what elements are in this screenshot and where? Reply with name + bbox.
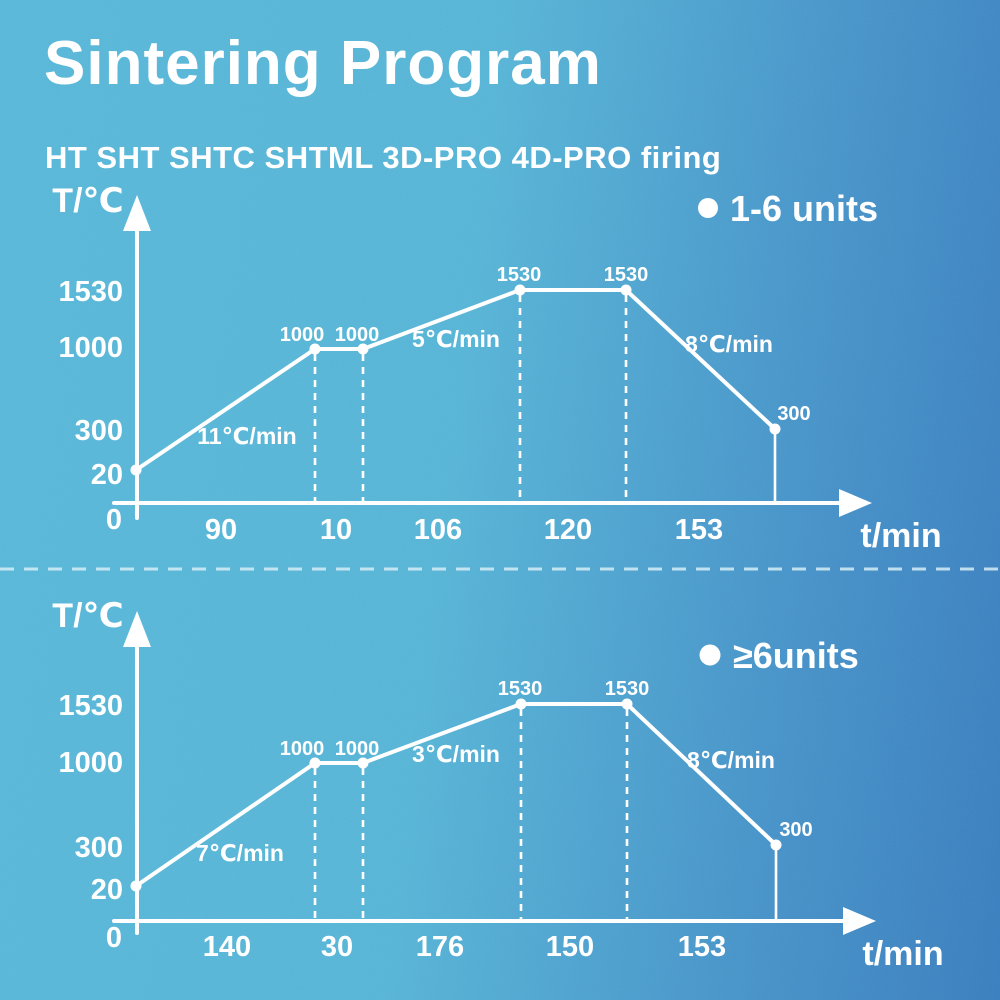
point-label-1530-start: 1530 <box>497 264 542 286</box>
rate-label-cooldown: 8℃/min <box>687 747 775 773</box>
legend-bullet-icon <box>698 198 718 218</box>
point-label-1000-end: 1000 <box>335 738 380 760</box>
legend-1-6-units: 1-6 units <box>698 188 878 229</box>
data-point-1000-end <box>357 757 369 769</box>
legend-bullet-icon <box>699 644 721 666</box>
data-point-20 <box>130 880 142 892</box>
point-label-300: 300 <box>777 403 810 425</box>
x-label-seg2: 30 <box>321 931 353 963</box>
rate-label-heatup-1: 7℃/min <box>196 840 284 866</box>
header: Sintering Program HT SHT SHTC SHTML 3D-P… <box>44 29 721 175</box>
y-axis-title: T/℃ <box>52 182 123 220</box>
point-label-1000-start: 1000 <box>280 324 325 346</box>
point-label-1530-end: 1530 <box>604 264 649 286</box>
y-axis-title: T/℃ <box>52 597 123 635</box>
chart-6plus-units: T/℃ 1530 1000 300 20 0 1000 1000 15 <box>52 597 943 973</box>
rate-label-heatup-1: 11℃/min <box>197 423 296 449</box>
data-point-1530-start <box>514 284 526 296</box>
rate-label-cooldown: 8℃/min <box>685 331 773 357</box>
page-title: Sintering Program <box>44 29 602 98</box>
x-label-seg4: 120 <box>544 514 592 546</box>
y-tick-1000: 1000 <box>58 747 123 779</box>
rate-label-heatup-2: 3℃/min <box>412 741 500 767</box>
data-point-1000-end <box>357 343 369 355</box>
x-axis-title: t/min <box>860 517 941 555</box>
x-axis-arrowhead <box>843 907 876 935</box>
data-point-1530-start <box>515 698 527 710</box>
temperature-profile-line <box>134 702 778 888</box>
y-axis-arrowhead <box>123 195 151 231</box>
x-label-seg1: 90 <box>205 514 237 546</box>
legend-label: 1-6 units <box>730 188 878 229</box>
point-label-1000-end: 1000 <box>335 324 380 346</box>
data-point-1530-end <box>621 698 633 710</box>
y-tick-1000: 1000 <box>58 332 123 364</box>
page-subtitle: HT SHT SHTC SHTML 3D-PRO 4D-PRO firing <box>45 140 722 175</box>
legend-6plus-units: ≥6units <box>699 635 859 676</box>
point-label-1000-start: 1000 <box>280 738 325 760</box>
x-label-seg3: 176 <box>416 931 464 963</box>
y-tick-20: 20 <box>91 459 123 491</box>
y-tick-20: 20 <box>91 874 123 906</box>
y-tick-300: 300 <box>75 415 123 447</box>
y-tick-1530: 1530 <box>58 690 123 722</box>
x-label-seg5: 153 <box>675 514 723 546</box>
y-axis-arrowhead <box>123 611 151 647</box>
rate-label-heatup-2: 5℃/min <box>412 326 500 352</box>
data-point-20 <box>130 464 142 476</box>
x-label-seg1: 140 <box>203 931 251 963</box>
data-point-1000-start <box>309 343 321 355</box>
data-point-300 <box>769 423 781 435</box>
chart-1-6-units: T/℃ 1530 1000 300 20 0 1000 1000 15 <box>52 182 941 555</box>
x-axis-arrowhead <box>839 489 872 517</box>
point-label-300: 300 <box>779 819 812 841</box>
x-label-seg5: 153 <box>678 931 726 963</box>
data-point-300 <box>770 839 782 851</box>
y-tick-300: 300 <box>75 832 123 864</box>
x-label-seg4: 150 <box>546 931 594 963</box>
temperature-profile-line <box>134 288 777 472</box>
data-point-1000-start <box>309 757 321 769</box>
x-axis-title: t/min <box>862 935 943 973</box>
data-point-1530-end <box>620 284 632 296</box>
y-tick-0: 0 <box>106 504 122 536</box>
y-tick-0: 0 <box>106 922 122 954</box>
x-label-seg3: 106 <box>414 514 462 546</box>
legend-label: ≥6units <box>733 635 859 676</box>
point-label-1530-start: 1530 <box>498 678 543 700</box>
y-tick-1530: 1530 <box>58 276 123 308</box>
point-label-1530-end: 1530 <box>605 678 650 700</box>
x-label-seg2: 10 <box>320 514 352 546</box>
